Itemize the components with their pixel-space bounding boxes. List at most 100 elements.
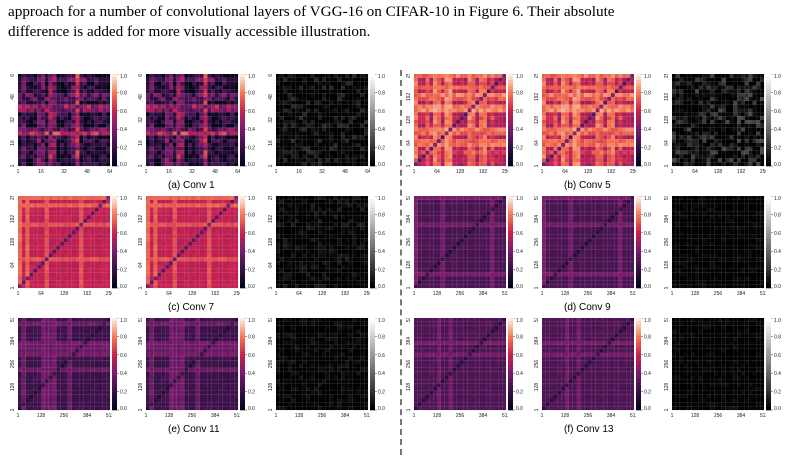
colorbar-tick-label: 0.0 [774, 406, 781, 412]
y-tick-label: 512 [138, 318, 144, 322]
colorbar-tick-label: 1.0 [378, 318, 385, 324]
colorbar-tick-label: 0.4 [774, 127, 781, 133]
x-tick-label: 512 [106, 413, 112, 419]
colorbar-tick-label: 1.0 [774, 74, 781, 80]
x-tick-label: 64 [107, 169, 112, 175]
y-tick-label: 128 [138, 383, 144, 392]
x-tick-label: 256 [456, 413, 465, 419]
colorbar-tick-label: 0.0 [120, 406, 127, 412]
y-tick-label: 384 [664, 215, 670, 224]
colorbar-tick-label: 0.2 [120, 390, 127, 396]
x-tick-label: 1 [275, 413, 278, 419]
colorbar-tick-label: 1.0 [516, 196, 523, 202]
colorbar-tick-label: 0.0 [378, 284, 385, 290]
y-tick-label: 256 [406, 238, 412, 247]
y-tick-label: 128 [534, 383, 540, 392]
colorbar-tick-label: 0.4 [774, 249, 781, 255]
colorbar-tick-label: 0.2 [774, 390, 781, 396]
colorbar-tick-label: 1.0 [248, 196, 255, 202]
y-tick-label: 128 [406, 116, 412, 125]
similarity-heatmap-a: 11 128 128 256 256 384 384 512 512 [10, 318, 112, 419]
panel-caption: (c) Conv 7 [168, 302, 215, 313]
x-tick-label: 128 [60, 291, 69, 297]
y-tick-label: 256 [664, 360, 670, 369]
colorbar-tick-label: 0.4 [378, 249, 385, 255]
x-tick-label: 64 [692, 169, 698, 175]
colorbar-tick-label: 1.0 [248, 74, 255, 80]
y-tick-label: 128 [534, 261, 540, 270]
x-tick-label: 512 [630, 291, 636, 297]
colorbar-tick-label: 0.8 [516, 334, 523, 340]
colorbar-tick-label: 0.0 [644, 284, 651, 290]
colorbar-tick-label: 0.6 [644, 109, 651, 115]
x-tick-label: 128 [295, 413, 304, 419]
x-tick-label: 16 [38, 169, 44, 175]
x-tick-label: 128 [37, 413, 46, 419]
colorbar-tick-label: 0.6 [378, 353, 385, 359]
colorbar-tick-label: 0.4 [248, 249, 255, 255]
y-tick-label: 48 [268, 94, 274, 100]
colorbar-tick-label: 0.0 [120, 162, 127, 168]
y-tick-label: 64 [406, 140, 412, 146]
colorbar-tick-label: 0.4 [120, 249, 127, 255]
y-tick-label: 1 [406, 164, 412, 167]
x-tick-label: 384 [737, 413, 746, 419]
y-tick-label: 64 [10, 74, 16, 77]
colorbar-tick-label: 0.8 [120, 212, 127, 218]
y-tick-label: 64 [138, 74, 144, 77]
colorbar-tick-label: 1.0 [644, 74, 651, 80]
x-tick-label: 1 [145, 413, 148, 419]
x-tick-label: 128 [456, 169, 465, 175]
y-tick-label: 1 [534, 286, 540, 289]
colorbar-grey: 1.0 0.8 0.6 0.4 0.2 0.0 [766, 196, 781, 290]
colorbar-tick-label: 0.2 [248, 268, 255, 274]
colorbar-tick-label: 0.6 [516, 353, 523, 359]
colorbar-tick-label: 0.4 [516, 371, 523, 377]
y-tick-label: 512 [406, 196, 412, 200]
y-tick-label: 128 [10, 383, 16, 392]
colorbar-tick-label: 0.0 [644, 406, 651, 412]
x-tick-label: 128 [561, 413, 570, 419]
x-tick-label: 512 [630, 413, 636, 419]
y-tick-label: 1 [406, 286, 412, 289]
difference-heatmap: 11 128 128 256 256 384 384 512 512 [268, 318, 370, 419]
x-tick-label: 384 [479, 291, 488, 297]
y-tick-label: 16 [268, 140, 274, 146]
y-tick-label: 512 [664, 318, 670, 322]
colorbar-tick-label: 0.2 [644, 390, 651, 396]
y-tick-label: 128 [10, 238, 16, 247]
colorbar-tick-label: 0.6 [120, 231, 127, 237]
colorbar-tick-label: 0.6 [644, 353, 651, 359]
y-tick-label: 384 [10, 337, 16, 346]
y-tick-label: 128 [406, 383, 412, 392]
x-tick-label: 128 [318, 291, 327, 297]
colorbar-tick-label: 0.8 [248, 212, 255, 218]
colorbar-tick-label: 0.4 [248, 371, 255, 377]
x-tick-label: 256 [188, 413, 197, 419]
x-tick-label: 128 [561, 291, 570, 297]
y-tick-label: 192 [664, 93, 670, 102]
y-tick-label: 256 [406, 360, 412, 369]
y-tick-label: 256 [664, 238, 670, 247]
y-tick-label: 1 [664, 286, 670, 289]
y-tick-label: 1 [10, 286, 16, 289]
colorbar-grey: 1.0 0.8 0.6 0.4 0.2 0.0 [370, 196, 385, 290]
colorbar-tick-label: 0.8 [120, 334, 127, 340]
colorbar-tick-label: 0.8 [644, 90, 651, 96]
colorbar-tick-label: 0.2 [774, 268, 781, 274]
colorbar-rocket: 1.0 0.8 0.6 0.4 0.2 0.0 [240, 196, 255, 290]
colorbar-rocket: 1.0 0.8 0.6 0.4 0.2 0.0 [508, 318, 523, 412]
colorbar-tick-label: 1.0 [644, 196, 651, 202]
difference-heatmap: 11 128 128 256 256 384 384 512 512 [664, 318, 766, 419]
colorbar-tick-label: 0.8 [378, 90, 385, 96]
colorbar-tick-label: 0.6 [774, 353, 781, 359]
colorbar-tick-label: 0.4 [120, 127, 127, 133]
x-tick-label: 1 [671, 291, 674, 297]
panel-caption: (b) Conv 5 [564, 180, 611, 191]
colorbar-tick-label: 0.6 [248, 231, 255, 237]
colorbar-rocket: 1.0 0.8 0.6 0.4 0.2 0.0 [112, 196, 127, 290]
x-tick-label: 512 [502, 413, 508, 419]
colorbar-rocket: 1.0 0.8 0.6 0.4 0.2 0.0 [636, 74, 651, 168]
y-tick-label: 32 [268, 117, 274, 123]
colorbar-tick-label: 0.6 [516, 109, 523, 115]
